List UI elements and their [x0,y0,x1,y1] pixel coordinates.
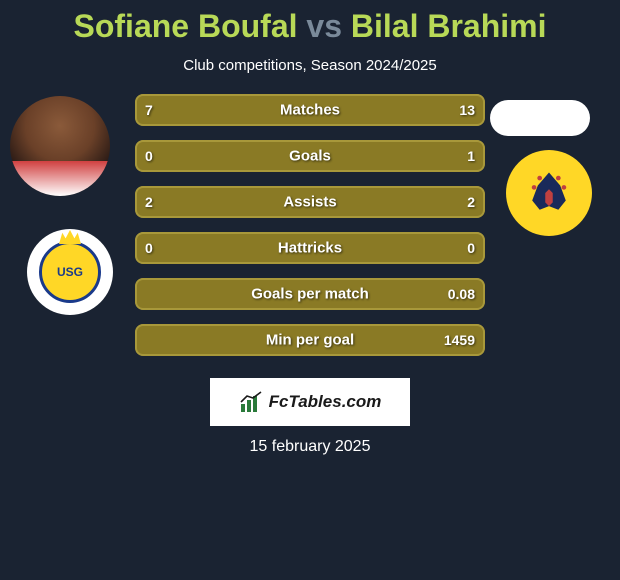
player2-club-badge [506,150,592,236]
usg-badge-icon [39,241,101,303]
stat-label: Min per goal [266,332,354,349]
stat-label: Hattricks [278,240,342,257]
stat-row: 0.08 Goals per match [135,278,485,310]
brand-box[interactable]: FcTables.com [210,378,410,426]
root: Sofiane Boufal vs Bilal Brahimi Club com… [0,0,620,456]
stat-value-left: 0 [145,240,153,256]
stat-value-right: 13 [459,102,475,118]
stats-bars: 7 13 Matches 0 1 Goals 2 2 Assists 0 0 Hattricks 0.0… [135,94,485,370]
stat-label: Goals [289,148,331,165]
stat-value-left: 2 [145,194,153,210]
player1-club-badge [27,229,113,315]
stat-label: Goals per match [251,286,369,303]
stat-row: 2 2 Assists [135,186,485,218]
page-title: Sofiane Boufal vs Bilal Brahimi [0,8,620,45]
player1-photo [10,96,110,196]
player2-photo [490,100,590,136]
chart-icon [239,390,263,414]
title-vs: vs [306,8,342,44]
stat-label: Matches [280,102,340,119]
stat-value-right: 1 [467,148,475,164]
stat-row: 0 1 Goals [135,140,485,172]
stat-row: 1459 Min per goal [135,324,485,356]
stat-row: 0 0 Hattricks [135,232,485,264]
title-player1: Sofiane Boufal [74,8,298,44]
date-text: 15 february 2025 [0,438,620,456]
stat-value-right: 0.08 [448,286,475,302]
crown-icon [59,230,81,244]
subtitle: Club competitions, Season 2024/2025 [0,57,620,74]
brand-text: FcTables.com [269,392,382,412]
title-player2: Bilal Brahimi [351,8,547,44]
stat-fill-right [198,140,485,172]
stat-value-left: 7 [145,102,153,118]
comparison-area: 7 13 Matches 0 1 Goals 2 2 Assists 0 0 Hattricks 0.0… [0,94,620,374]
stat-value-right: 0 [467,240,475,256]
stat-value-right: 2 [467,194,475,210]
stat-label: Assists [283,194,336,211]
stat-row: 7 13 Matches [135,94,485,126]
stat-fill-left [135,94,258,126]
stat-value-right: 1459 [444,332,475,348]
stat-value-left: 0 [145,148,153,164]
eagle-badge-icon [521,165,577,221]
